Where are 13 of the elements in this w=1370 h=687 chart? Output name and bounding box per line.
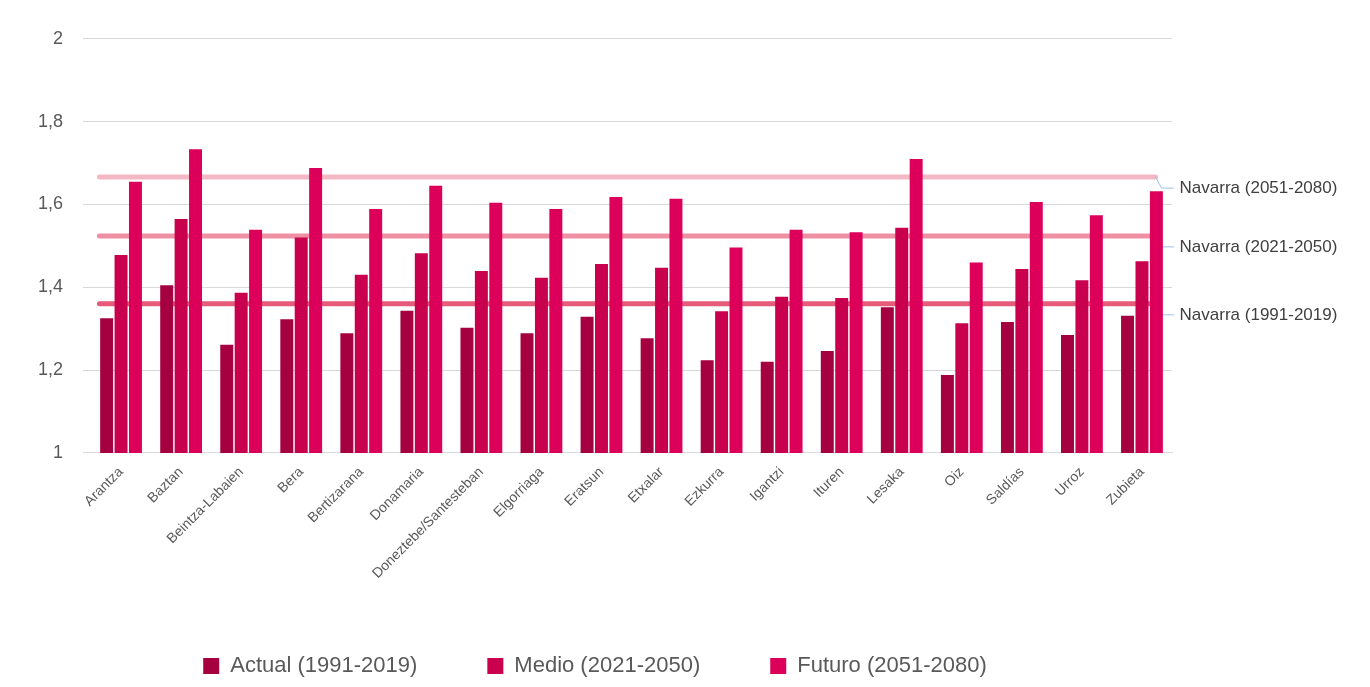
y-tick-label: 2 (53, 27, 64, 48)
ref-line-label: Navarra (1991-2019) (1179, 304, 1338, 324)
y-tick-label: 1,4 (37, 276, 64, 297)
ref-line-label: Navarra (2051-2080) (1179, 177, 1338, 197)
legend-label: Futuro (2051-2080) (797, 652, 987, 678)
y-tick-label: 1,8 (37, 110, 64, 131)
x-tick-label: Oiz (940, 463, 967, 490)
y-tick-label: 1 (53, 441, 64, 462)
legend-label: Actual (1991-2019) (230, 652, 418, 678)
ref-line-label: Navarra (2021-2050) (1179, 236, 1338, 256)
legend-label: Medio (2021-2050) (514, 652, 701, 678)
y-tick-label: 1,6 (37, 193, 64, 214)
y-tick-label: 1,2 (37, 359, 64, 380)
